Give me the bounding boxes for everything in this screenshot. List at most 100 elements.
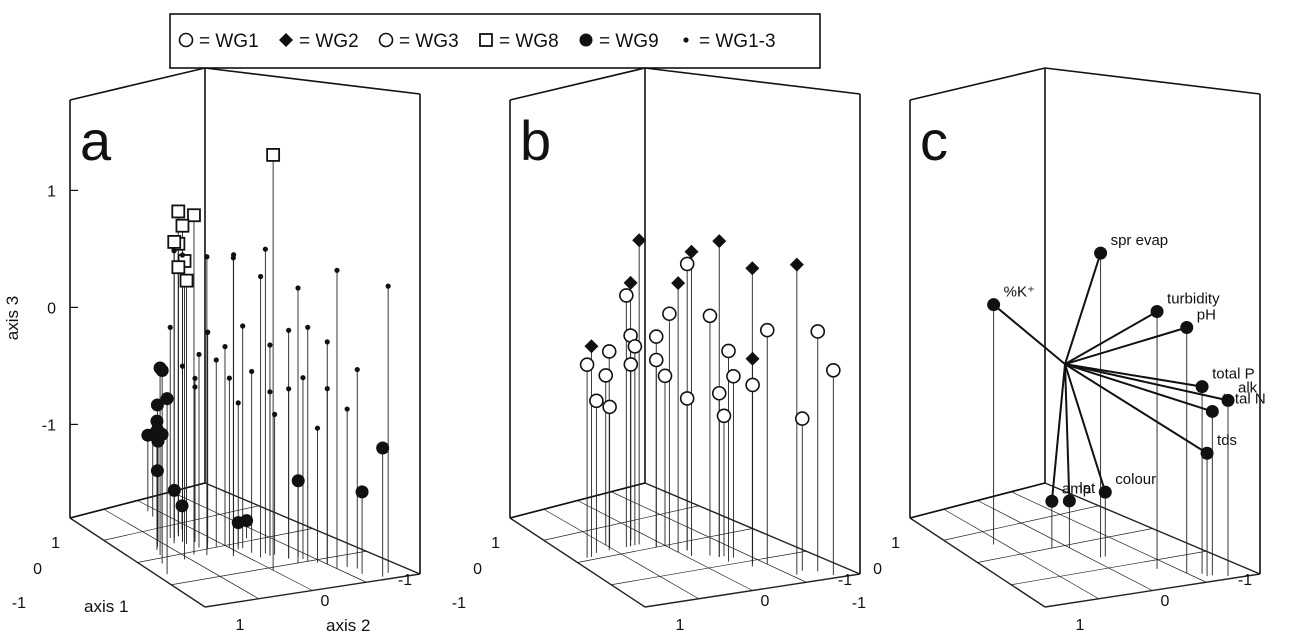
data-point-wg8 [171, 204, 186, 219]
z-axis-label: axis 3 [3, 296, 22, 340]
floor-grid-line [611, 491, 807, 583]
axis2-tick-label: -1 [398, 572, 412, 589]
data-point-wg1-3 [192, 384, 198, 390]
z-tick-label: 1 [47, 183, 56, 200]
legend-marker-diamond-filled-icon [279, 33, 293, 47]
data-point-wg1-3 [213, 357, 219, 363]
data-point-wg8 [171, 260, 186, 275]
data-point-wg1-3 [267, 389, 273, 395]
panel-letter: c [920, 109, 948, 172]
right-wall-top [204, 67, 421, 95]
variable-label: colour [1115, 471, 1156, 488]
data-point-variable [1205, 404, 1219, 418]
variable-label: total P [1212, 366, 1255, 383]
data-point-wg1 [711, 385, 727, 401]
data-point-wg9 [175, 499, 189, 513]
data-point-wg1-3 [205, 329, 211, 335]
axis1-tick-label: 1 [891, 535, 900, 552]
legend-box [169, 13, 821, 69]
data-point-wg1 [759, 322, 775, 338]
data-point-wg9 [291, 474, 305, 488]
data-point-wg1 [745, 377, 760, 393]
legend-marker-circle-filled-icon [579, 33, 593, 47]
floor-grid-line [1044, 573, 1261, 608]
data-point-wg1 [602, 399, 617, 415]
variable-label: total N [1222, 390, 1265, 407]
data-point-variable [1098, 485, 1112, 499]
data-point-wg1-3 [334, 267, 340, 273]
panel-letter: a [80, 109, 112, 172]
data-point-wg2 [671, 276, 686, 291]
loading-vector [1064, 363, 1107, 493]
axis1-tick-label: -1 [452, 595, 466, 612]
right-wall-top [644, 67, 861, 95]
loading-vector [1064, 326, 1188, 366]
floor-back-left [509, 482, 646, 519]
data-point-wg1-3 [235, 400, 241, 406]
axis1-tick-label: 0 [33, 561, 42, 578]
left-wall-top [69, 67, 206, 101]
legend-items: = WG1 = WG2 = WG3 = WG8 = WG9 = WG1-3 [178, 31, 776, 52]
floor-grid-line [171, 491, 367, 583]
data-point-wg8 [266, 147, 281, 162]
right-wall-top [1044, 67, 1261, 95]
data-point-wg1-3 [171, 248, 177, 254]
data-point-wg1 [716, 408, 732, 424]
data-point-variable [1150, 305, 1164, 319]
data-point-wg2 [623, 275, 638, 290]
data-point-wg2 [632, 233, 647, 248]
data-point-variable [1195, 380, 1209, 394]
data-point-wg1 [598, 368, 614, 383]
data-point-wg1 [826, 362, 841, 378]
data-point-wg2 [745, 261, 760, 276]
data-point-wg1-3 [324, 339, 330, 345]
data-point-wg9 [355, 485, 369, 499]
z-tick-label: 0 [47, 300, 56, 317]
legend-marker-square-open-icon [479, 33, 493, 47]
z-tick-label: -1 [42, 417, 56, 434]
variable-label: amp [1062, 480, 1091, 497]
data-point-wg1 [794, 411, 810, 426]
data-point-variable [1045, 494, 1059, 508]
data-point-wg8 [187, 208, 201, 223]
axis2-tick-label: 0 [1161, 593, 1170, 610]
floor-grid-line [1011, 491, 1207, 583]
left-wall-top [509, 67, 646, 101]
data-point-wg1 [679, 256, 695, 272]
data-point-wg1-3 [231, 252, 237, 258]
variable-label: %K⁺ [1004, 284, 1035, 301]
data-point-wg8 [179, 273, 194, 288]
variable-label: pH [1197, 307, 1216, 324]
data-point-wg2 [712, 234, 727, 249]
data-point-wg9 [150, 398, 164, 412]
data-point-variable [1062, 494, 1076, 508]
panel-a: 10-110-110-1a [12, 67, 421, 634]
data-point-wg1-3 [300, 375, 306, 381]
data-point-wg2 [584, 339, 599, 354]
variable-label: turbidity [1167, 291, 1220, 308]
data-point-wg1-3 [262, 246, 268, 252]
axis2-tick-label: -1 [838, 572, 852, 589]
data-point-wg1-3 [192, 375, 198, 381]
data-point-wg1-3 [196, 351, 202, 358]
panel-letter: b [520, 109, 551, 172]
legend-label-6: = WG1-3 [699, 31, 776, 52]
data-point-wg1 [619, 288, 634, 303]
variable-label: tds [1217, 432, 1237, 449]
data-point-wg1 [579, 357, 595, 372]
floor-grid-line [611, 550, 807, 586]
data-point-wg1 [810, 324, 826, 339]
data-point-wg1-3 [258, 273, 264, 280]
data-point-wg1 [702, 308, 718, 324]
loading-vector [1064, 363, 1208, 455]
axis1-tick-label: -1 [12, 595, 26, 612]
data-point-wg1-3 [314, 425, 321, 431]
data-point-wg1 [657, 368, 673, 384]
floor-grid-line [1011, 550, 1207, 586]
data-point-wg1-3 [324, 386, 330, 392]
axis1-tick-label: 0 [473, 561, 482, 578]
data-point-wg1-3 [286, 327, 292, 333]
data-point-wg9 [153, 361, 167, 375]
data-point-wg1 [601, 344, 617, 359]
